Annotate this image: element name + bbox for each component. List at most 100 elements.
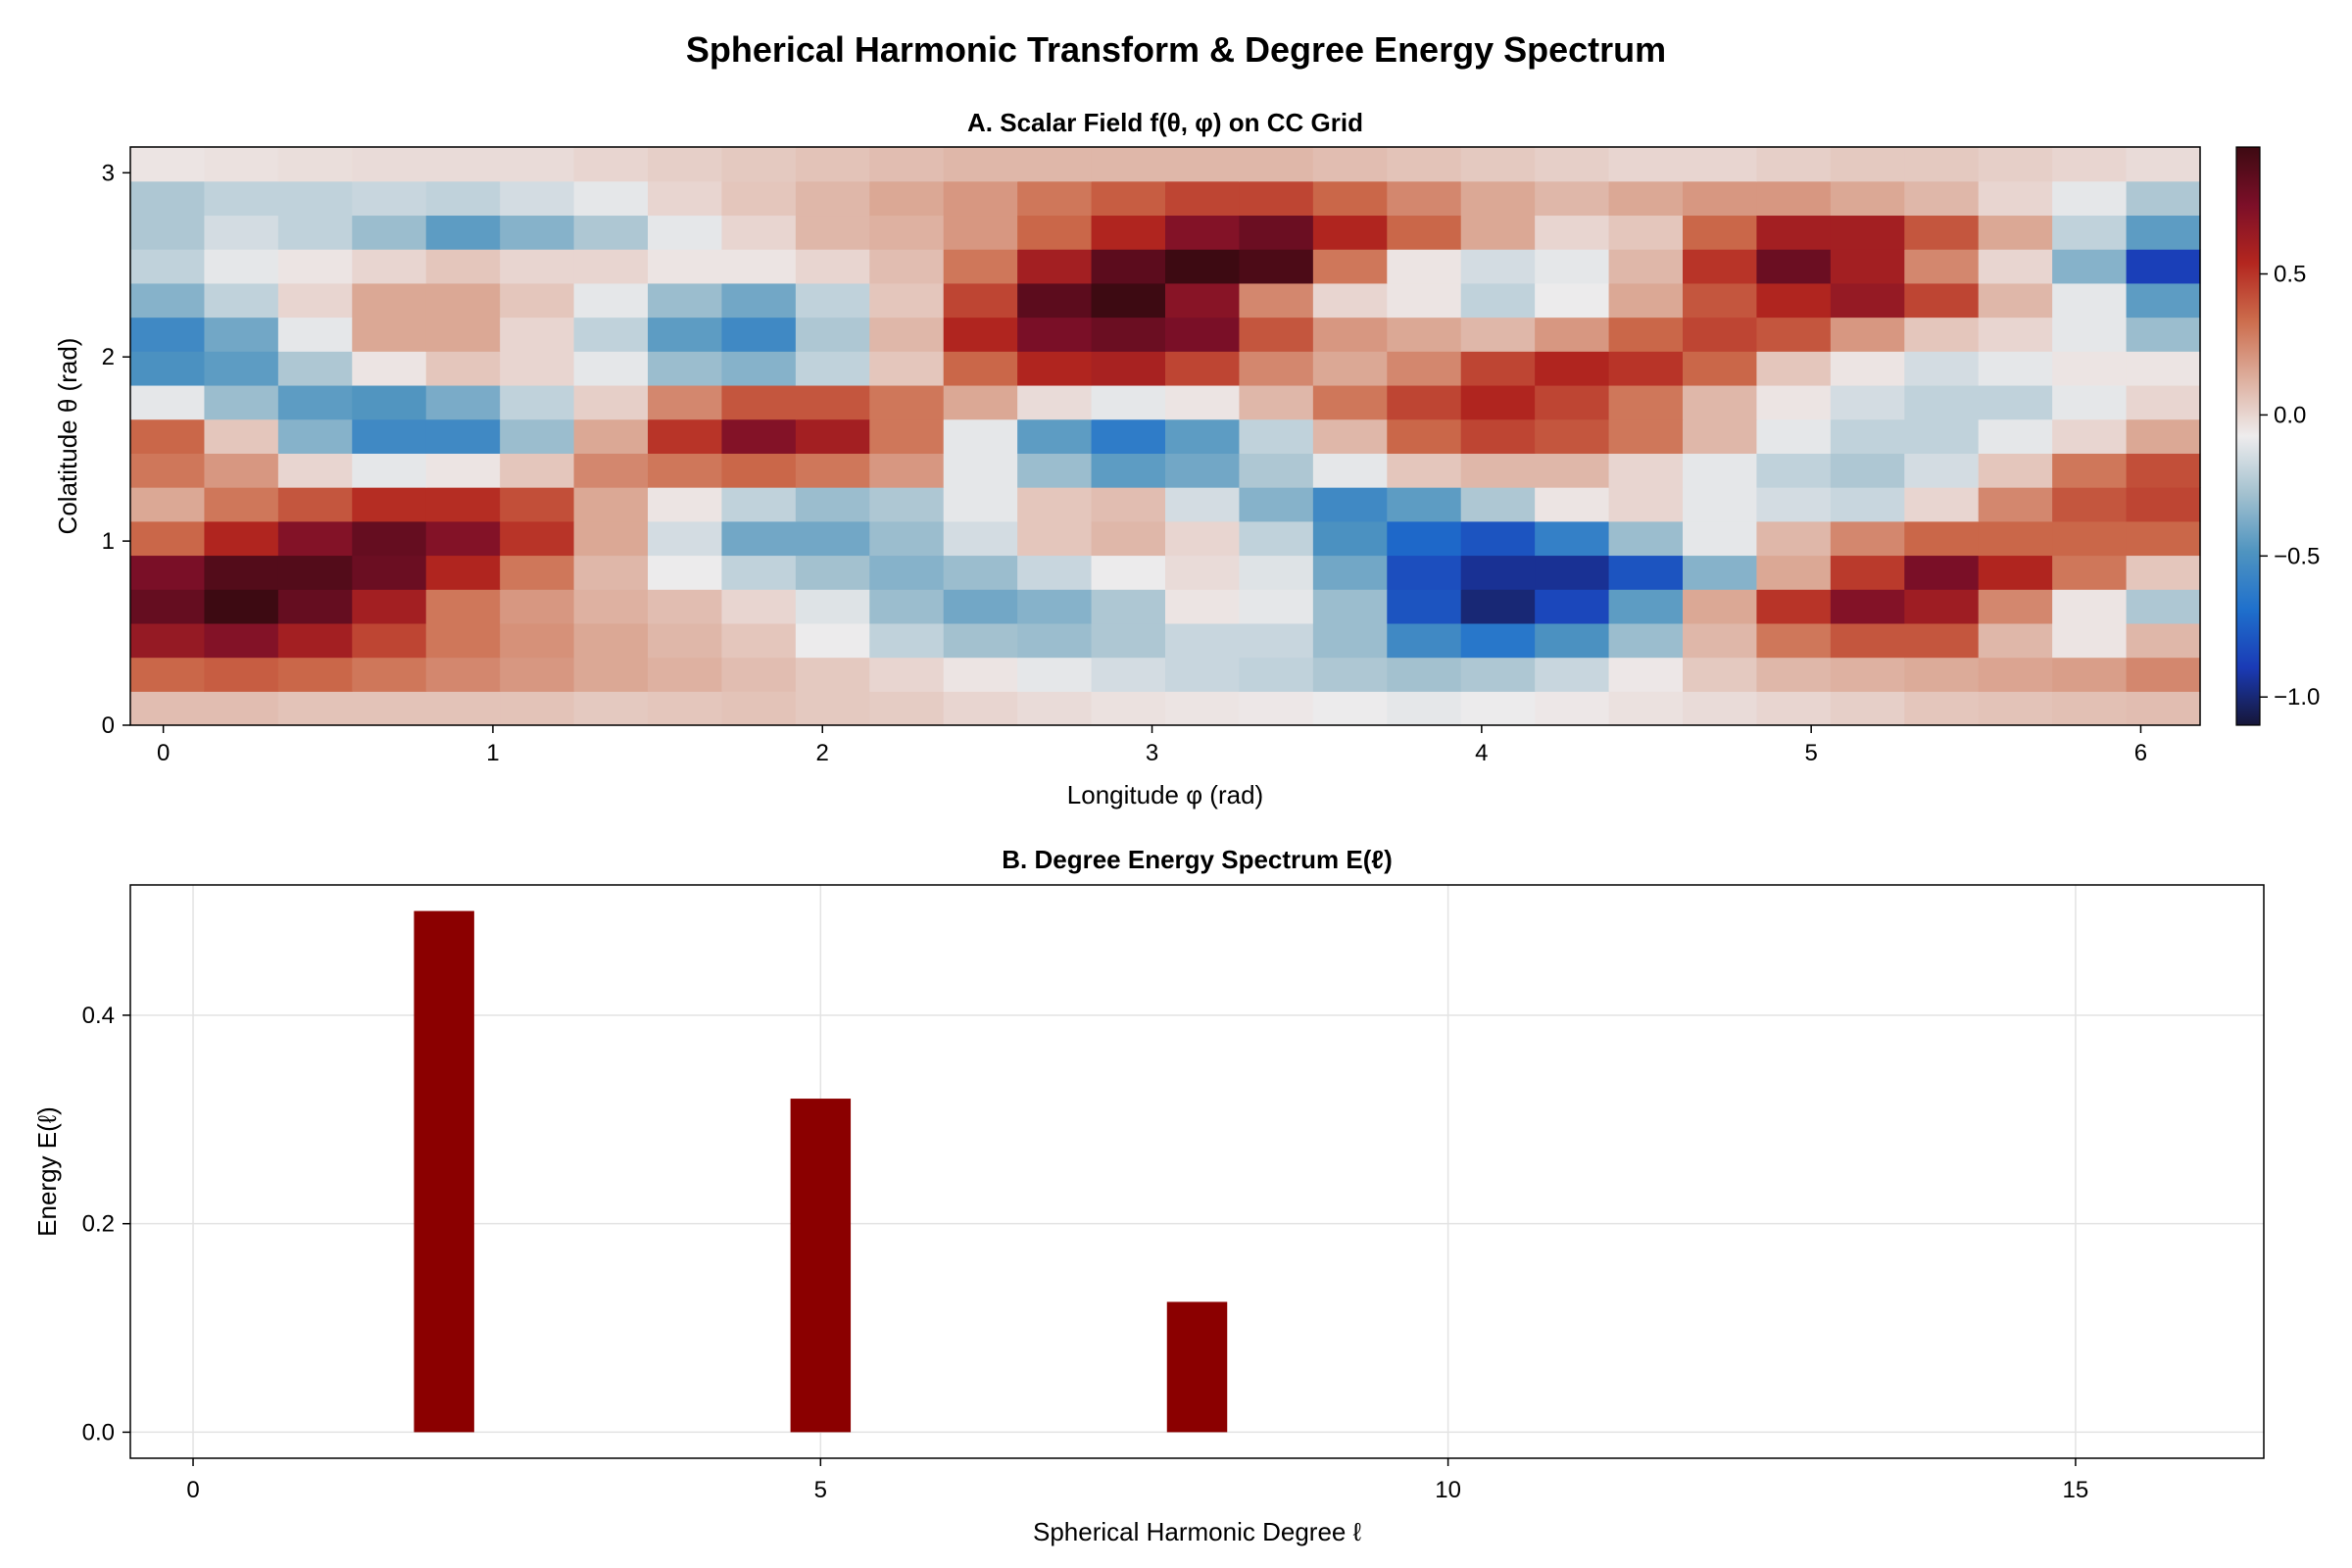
heatmap-cell [648, 317, 723, 352]
heatmap-cell [1978, 691, 2053, 726]
heatmap-cell [1978, 249, 2053, 284]
heatmap-cell [1387, 317, 1462, 352]
heatmap-cell [277, 555, 353, 590]
heatmap-cell [795, 384, 870, 420]
heatmap-cell [1683, 249, 1758, 284]
heatmap-cell [1904, 622, 1980, 659]
heatmap-cell [721, 418, 797, 454]
heatmap-cell [648, 384, 723, 420]
heatmap-cell [1460, 691, 1536, 726]
heatmap-cell [1978, 487, 2053, 522]
heatmap-cell [1535, 384, 1610, 420]
heatmap-cell [1312, 418, 1388, 454]
heatmap-cell [130, 555, 206, 590]
x-tick-label: 6 [2134, 740, 2147, 766]
heatmap-cell [2052, 384, 2128, 420]
heatmap-cell [1683, 180, 1758, 217]
heatmap-cell [352, 317, 427, 352]
y-axis-label: Energy E(ℓ) [32, 1106, 62, 1237]
heatmap-cell [425, 418, 501, 454]
heatmap-cell [1535, 282, 1610, 318]
colorbar-tick-label: −0.5 [2274, 543, 2320, 569]
heatmap-cell [1830, 691, 1905, 726]
heatmap-cell [1683, 147, 1758, 182]
heatmap-cell [1608, 589, 1684, 624]
x-tick-label: 1 [486, 740, 499, 766]
heatmap-cell [1535, 351, 1610, 386]
heatmap-cell [943, 215, 1018, 250]
y-axis-label: Colatitude θ (rad) [53, 338, 82, 535]
heatmap-cell [943, 249, 1018, 284]
bar-chart-title: B. Degree Energy Spectrum E(ℓ) [1002, 845, 1393, 874]
heatmap-cell [130, 453, 206, 488]
heatmap-cell [277, 249, 353, 284]
heatmap-cell [500, 180, 575, 217]
heatmap-cell [130, 147, 206, 182]
heatmap-cell [721, 351, 797, 386]
heatmap-cell [1239, 487, 1314, 522]
heatmap-cell [1904, 418, 1980, 454]
heatmap-cell [1978, 180, 2053, 217]
heatmap-cell [1608, 418, 1684, 454]
heatmap-cell [1756, 487, 1832, 522]
heatmap-cell [1535, 520, 1610, 557]
heatmap-cell [1165, 317, 1241, 352]
heatmap-cell [130, 351, 206, 386]
heatmap-cell [795, 317, 870, 352]
heatmap-cell [1683, 691, 1758, 726]
heatmap-cell [1978, 147, 2053, 182]
heatmap-cell [648, 453, 723, 488]
y-tick-label: 3 [102, 160, 115, 186]
heatmap-cell [500, 453, 575, 488]
bar-grid [130, 885, 2264, 1458]
heatmap-cell [500, 351, 575, 386]
heatmap-cell [648, 555, 723, 590]
heatmap-cell [1165, 657, 1241, 692]
heatmap-cell [795, 622, 870, 659]
heatmap-cell [795, 180, 870, 217]
heatmap-cell [277, 317, 353, 352]
heatmap-cell [721, 317, 797, 352]
heatmap-cell [204, 622, 279, 659]
heatmap-cell [1460, 418, 1536, 454]
heatmap-cell [277, 282, 353, 318]
heatmap-cell [1239, 215, 1314, 250]
heatmap-cell [1460, 351, 1536, 386]
heatmap-cell [1830, 555, 1905, 590]
heatmap-cell [1460, 453, 1536, 488]
heatmap-cell [1978, 622, 2053, 659]
heatmap-cell [1535, 589, 1610, 624]
heatmap-cell [204, 555, 279, 590]
heatmap-cell [2052, 589, 2128, 624]
heatmap-cell [648, 487, 723, 522]
heatmap-cell [721, 249, 797, 284]
heatmap-cell [2126, 555, 2201, 590]
heatmap-cell [204, 317, 279, 352]
heatmap-cell [795, 147, 870, 182]
heatmap-cell [1535, 180, 1610, 217]
heatmap-cell [1017, 282, 1093, 318]
heatmap-cell [204, 418, 279, 454]
heatmap-cell [130, 589, 206, 624]
heatmap-cell [1165, 520, 1241, 557]
heatmap-cell [648, 215, 723, 250]
heatmap-cell [1683, 418, 1758, 454]
heatmap-cell [2052, 180, 2128, 217]
heatmap-cell [2052, 282, 2128, 318]
heatmap-cell [1683, 555, 1758, 590]
heatmap-cell [2126, 215, 2201, 250]
heatmap-cell [869, 622, 945, 659]
heatmap-cell [1460, 180, 1536, 217]
heatmap-cell [352, 147, 427, 182]
heatmap-cell [2126, 384, 2201, 420]
heatmap-cell [1387, 657, 1462, 692]
heatmap-cell [500, 487, 575, 522]
heatmap-cell [1387, 384, 1462, 420]
heatmap-cell [1460, 384, 1536, 420]
heatmap-cell [1312, 384, 1388, 420]
heatmap-cell [1091, 555, 1166, 590]
heatmap-cell [943, 555, 1018, 590]
heatmap-cell [573, 487, 649, 522]
heatmap-cell [2052, 147, 2128, 182]
heatmap-cell [1830, 657, 1905, 692]
